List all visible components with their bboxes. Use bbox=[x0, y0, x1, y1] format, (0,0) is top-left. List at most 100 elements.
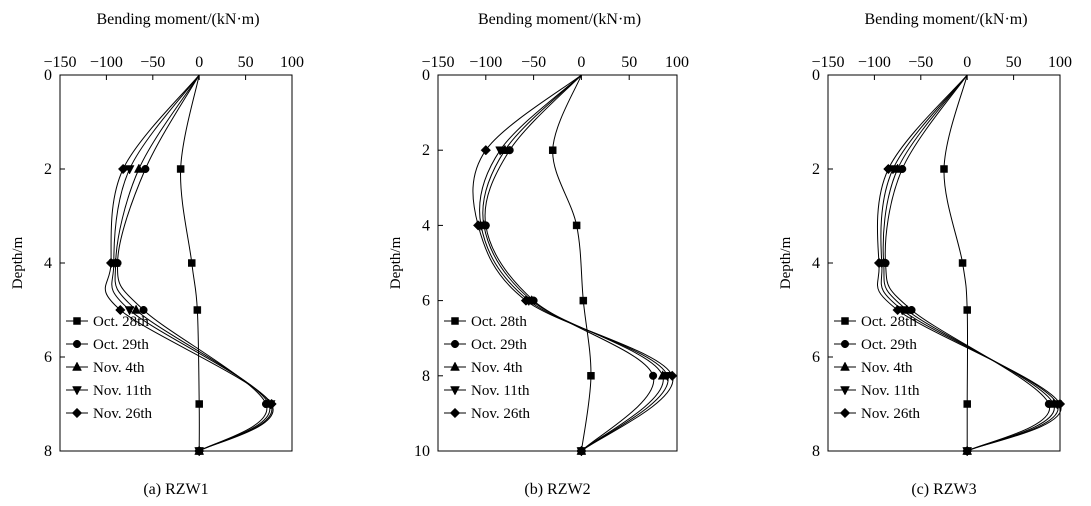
subfigure-caption: (a) RZW1 bbox=[143, 481, 208, 498]
y-tick-label: 4 bbox=[422, 217, 430, 234]
x-tick-label: 50 bbox=[1006, 54, 1022, 71]
data-point bbox=[105, 257, 117, 269]
series-line bbox=[876, 74, 1062, 452]
plot-frame bbox=[437, 74, 678, 452]
chart-b: Bending moment/(kN·m) −150 −100 −50 0 50 100 0 2… bbox=[388, 11, 689, 498]
series-0 bbox=[176, 74, 203, 455]
y-tick-label: 4 bbox=[44, 255, 52, 272]
y-tick-label: 2 bbox=[44, 161, 52, 178]
series-line bbox=[552, 74, 592, 452]
legend-label: Nov. 11th bbox=[861, 383, 920, 399]
y-tick-label: 0 bbox=[422, 67, 430, 84]
y-tick-label: 0 bbox=[44, 67, 52, 84]
legend-marker bbox=[71, 407, 83, 419]
legend-label: Nov. 11th bbox=[93, 383, 152, 399]
legend-label: Nov. 4th bbox=[471, 360, 523, 376]
y-tick-label: 2 bbox=[422, 142, 430, 159]
chart-c: Bending moment/(kN·m) −150 −100 −50 0 50 100 0 2… bbox=[778, 11, 1072, 498]
data-point bbox=[963, 306, 971, 314]
series-line bbox=[114, 74, 271, 452]
legend: Oct. 28th Oct. 29th Nov. 4th Nov. 11th Nov. … bbox=[444, 314, 531, 422]
series-line bbox=[479, 74, 669, 452]
legend-marker bbox=[841, 317, 849, 325]
legend-label: Nov. 26th bbox=[861, 406, 921, 422]
data-point bbox=[188, 259, 196, 267]
series-line bbox=[884, 74, 1050, 452]
x-tick-label: −50 bbox=[521, 54, 546, 71]
legend-label: Nov. 4th bbox=[861, 360, 913, 376]
x-tick-label: −50 bbox=[140, 54, 165, 71]
series-0 bbox=[940, 74, 971, 455]
chart-a: Bending moment/(kN·m) −150 −100 −50 0 50 100 0 2… bbox=[10, 11, 304, 498]
x-tick-label: 100 bbox=[1048, 54, 1072, 71]
legend-marker bbox=[73, 317, 81, 325]
data-point bbox=[667, 370, 678, 381]
y-tick-label: 8 bbox=[44, 443, 52, 460]
x-tick-label: 100 bbox=[665, 54, 689, 71]
series-4 bbox=[104, 74, 277, 457]
data-point bbox=[266, 398, 277, 410]
y-axis-title: Depth/m bbox=[10, 236, 26, 289]
legend-label: Nov. 11th bbox=[471, 383, 530, 399]
legend-marker bbox=[840, 386, 850, 396]
legend-marker bbox=[839, 407, 851, 419]
data-point bbox=[124, 306, 135, 316]
x-tick-label: 0 bbox=[577, 54, 585, 71]
data-point bbox=[520, 295, 532, 306]
series-line bbox=[472, 74, 674, 452]
x-tick-label: 50 bbox=[621, 54, 637, 71]
data-point bbox=[131, 304, 142, 314]
y-tick-label: 2 bbox=[812, 161, 820, 178]
series-line bbox=[880, 74, 1059, 452]
x-axis-title: Bending moment/(kN·m) bbox=[478, 11, 641, 28]
y-tick-label: 6 bbox=[44, 349, 52, 366]
y-tick-label: 6 bbox=[422, 293, 430, 310]
legend-label: Oct. 29th bbox=[471, 337, 527, 353]
legend-marker bbox=[72, 361, 82, 371]
data-point bbox=[1054, 398, 1066, 410]
series-line bbox=[117, 74, 268, 452]
y-tick-label: 8 bbox=[812, 443, 820, 460]
data-point bbox=[176, 165, 185, 173]
x-tick-label: −100 bbox=[858, 54, 891, 71]
y-tick-label: 0 bbox=[812, 67, 820, 84]
x-axis-title: Bending moment/(kN·m) bbox=[96, 11, 259, 28]
legend: Oct. 28th Oct. 29th Nov. 4th Nov. 11th Nov. … bbox=[66, 314, 153, 422]
x-tick-label: 100 bbox=[280, 54, 304, 71]
legend-marker bbox=[449, 407, 461, 419]
legend-marker bbox=[840, 339, 850, 349]
legend-marker bbox=[840, 361, 850, 371]
series-line bbox=[111, 74, 273, 452]
x-tick-label: −100 bbox=[90, 54, 123, 71]
series-0 bbox=[548, 74, 595, 455]
legend-label: Nov. 26th bbox=[93, 406, 153, 422]
x-tick-label: 0 bbox=[963, 54, 971, 71]
y-tick-label: 6 bbox=[812, 349, 820, 366]
data-point bbox=[495, 146, 506, 156]
x-axis-title: Bending moment/(kN·m) bbox=[864, 11, 1027, 28]
x-tick-label: −150 bbox=[811, 54, 844, 71]
data-point bbox=[115, 304, 126, 316]
data-point bbox=[940, 165, 948, 173]
y-axis-title: Depth/m bbox=[778, 236, 794, 289]
series-4 bbox=[873, 74, 1066, 457]
series-line bbox=[482, 74, 664, 452]
legend-marker bbox=[72, 339, 82, 349]
legend-label: Nov. 4th bbox=[93, 360, 145, 376]
data-point bbox=[962, 445, 973, 457]
legend-marker bbox=[451, 317, 459, 325]
x-tick-label: 0 bbox=[195, 54, 203, 71]
legend-label: Nov. 26th bbox=[471, 406, 531, 422]
data-point bbox=[117, 163, 129, 175]
data-point bbox=[587, 372, 595, 380]
x-tick-label: 50 bbox=[238, 54, 254, 71]
subfigure-caption: (c) RZW3 bbox=[911, 481, 976, 498]
data-point bbox=[883, 163, 894, 175]
data-point bbox=[548, 146, 557, 154]
data-point bbox=[579, 296, 588, 305]
legend-marker bbox=[72, 386, 82, 396]
x-tick-label: −150 bbox=[43, 54, 76, 71]
series-4 bbox=[472, 74, 678, 457]
data-point bbox=[195, 400, 203, 408]
